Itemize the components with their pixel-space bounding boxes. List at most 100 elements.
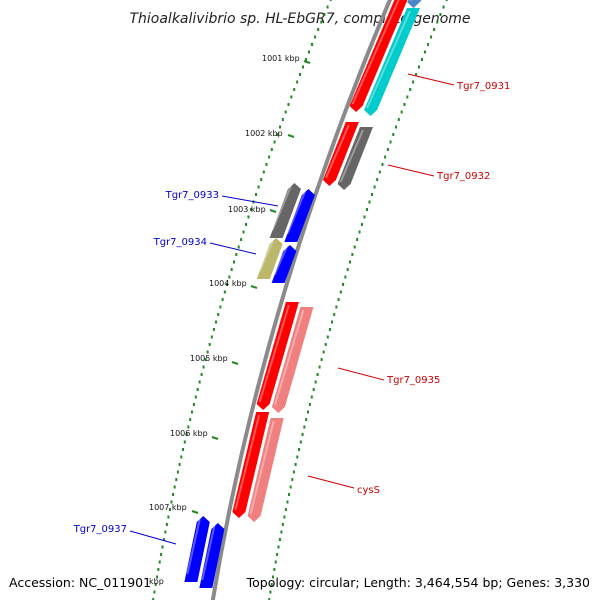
gene-label-tgr7-0934[interactable]: Tgr7_0934 (153, 237, 207, 248)
gene-label-tgr7-0932[interactable]: Tgr7_0932 (436, 171, 490, 182)
tick-dot (342, 283, 345, 286)
tick-dot (255, 193, 258, 196)
gene-arrow-shine (186, 518, 201, 575)
tick-dot (189, 418, 192, 421)
tick-dot (172, 493, 175, 496)
tick-dot (436, 20, 439, 24)
leader-line (209, 242, 257, 255)
gene-arrow-forward[interactable] (271, 245, 297, 283)
kbp-label: 1006 kbp (170, 429, 208, 438)
tick-dot (286, 500, 289, 504)
tick-dot (424, 50, 427, 54)
gene-label-tgr7-0935[interactable]: Tgr7_0935 (386, 375, 440, 386)
tick-dot (415, 73, 418, 76)
tick-dot (240, 238, 243, 241)
tick-dot (262, 170, 265, 174)
tick-dot (299, 73, 302, 76)
tick-dot (301, 433, 304, 436)
gene-label-cyss[interactable]: cysS (357, 485, 380, 496)
tick-dot (202, 365, 205, 369)
gene-arrow-reverse[interactable] (232, 412, 270, 518)
kbp-tick (303, 60, 311, 64)
tick-dot (381, 163, 384, 166)
tick-dot (421, 58, 424, 61)
gene-arrow-reverse[interactable] (349, 0, 410, 112)
tick-dot (403, 103, 406, 106)
tick-dot (230, 268, 233, 271)
tick-dot (165, 523, 168, 526)
tick-dot (196, 388, 199, 391)
tick-dot (242, 230, 245, 234)
tick-dot (269, 590, 272, 594)
tick-dot (212, 328, 215, 331)
tick-dot (160, 553, 163, 556)
gene-arrow-forward[interactable] (199, 523, 225, 588)
tick-dot (273, 568, 276, 571)
gene-arrow-shine (234, 414, 261, 511)
gene-arrow-forward[interactable] (269, 183, 301, 238)
tick-dot (308, 50, 311, 54)
gene-label-tgr7-0933[interactable]: Tgr7_0933 (165, 190, 219, 201)
tick-dot (427, 43, 430, 46)
gene-arrow-reverse[interactable] (247, 418, 284, 522)
gene-arrow-reverse[interactable] (406, 0, 426, 8)
topology-text: Topology: circular; Length: 3,464,554 bp… (246, 575, 590, 590)
gene-arrow-reverse[interactable] (364, 8, 420, 116)
tick-dot (215, 320, 218, 324)
tick-dot (287, 103, 290, 106)
tick-dot (314, 380, 317, 384)
tick-dot (294, 463, 297, 466)
tick-dot (167, 515, 170, 519)
tick-dot (223, 290, 226, 294)
tick-dot (373, 185, 376, 189)
tick-dot (272, 575, 275, 579)
tick-dot (333, 313, 336, 316)
tick-dot (276, 553, 279, 556)
tick-dot (386, 148, 389, 151)
tick-dot (305, 58, 308, 61)
tick-dot (173, 485, 176, 489)
gene-arrow-reverse[interactable] (337, 127, 373, 190)
tick-dot (356, 238, 359, 241)
tick-dot (353, 245, 356, 249)
tick-dot (409, 88, 412, 91)
tick-dot (397, 118, 400, 121)
tick-dot (278, 538, 281, 541)
kbp-label: 1007 kbp (149, 503, 187, 512)
gene-arrow-reverse[interactable] (256, 302, 299, 410)
tick-dot (204, 358, 207, 361)
tick-dot (320, 20, 323, 24)
tick-dot (418, 65, 421, 69)
gene-arrow-reverse[interactable] (322, 122, 359, 186)
tick-dot (337, 298, 340, 301)
kbp-label: 1005 kbp (190, 354, 228, 363)
kbp-tick (287, 134, 295, 138)
gene-arrow-forward[interactable] (256, 238, 283, 279)
leader-line (387, 164, 435, 177)
tick-dot (329, 0, 332, 1)
gene-arrow-forward[interactable] (284, 189, 315, 242)
tick-dot (281, 523, 284, 526)
gene-arrow-forward[interactable] (184, 516, 210, 582)
tick-dot (206, 350, 209, 354)
tick-dot (351, 253, 354, 256)
tick-dot (296, 455, 299, 459)
tick-dot (376, 178, 379, 181)
kbp-tick (191, 510, 199, 514)
gene-arrow-shine (201, 525, 216, 581)
gene-label-tgr7-0937[interactable]: Tgr7_0937 (73, 524, 127, 535)
gene-arrow-shine (258, 304, 290, 403)
gene-arrow-reverse[interactable] (271, 307, 314, 413)
tick-dot (323, 13, 326, 16)
accession-text: Accession: NC_011901 (9, 575, 151, 590)
tick-dot (158, 560, 161, 564)
tick-dot (232, 260, 235, 264)
tick-dot (316, 373, 319, 376)
kbp-tick (250, 285, 258, 289)
tick-dot (320, 358, 323, 361)
tick-dot (194, 395, 197, 399)
gene-label-tgr7-0931[interactable]: Tgr7_0931 (456, 81, 510, 92)
tick-dot (226, 283, 229, 286)
tick-dot (365, 208, 368, 211)
